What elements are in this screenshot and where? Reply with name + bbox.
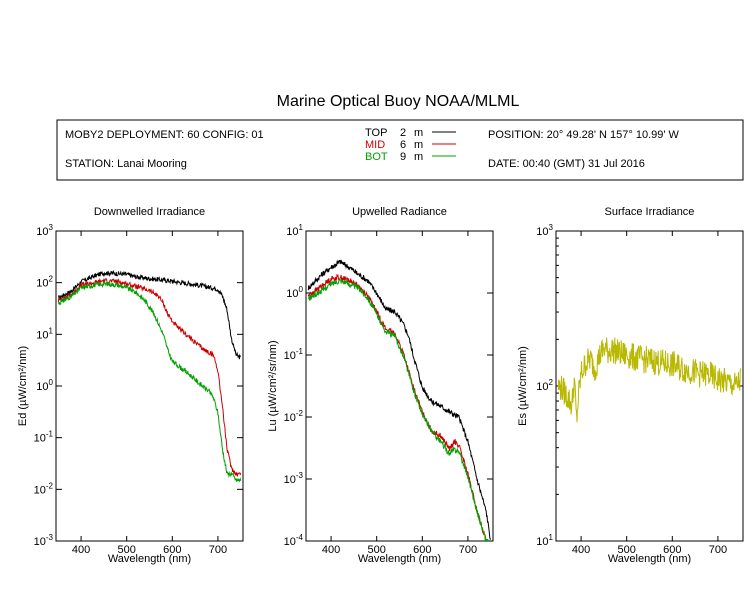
y-tick-label: 10-1	[284, 347, 304, 362]
legend-name-mid: MID	[365, 139, 385, 151]
legend-unit-bot: m	[414, 151, 423, 163]
series-line-bot	[57, 280, 242, 483]
series-line-top	[307, 259, 491, 540]
legend-depth-bot: 9	[400, 151, 406, 163]
legend-name-bot: BOT	[365, 151, 388, 163]
x-tick-label: 700	[709, 544, 727, 556]
x-axis-label: Wavelength (nm)	[358, 553, 441, 565]
y-tick-label: 102	[36, 275, 53, 290]
y-tick-label: 100	[36, 378, 53, 393]
x-axis-label: Wavelength (nm)	[608, 553, 691, 565]
legend-depth-mid: 6	[400, 139, 406, 151]
y-tick-label: 10-1	[34, 430, 54, 445]
deployment-label: MOBY2 DEPLOYMENT: 60 CONFIG: 01	[65, 129, 264, 141]
series-line-top	[57, 269, 241, 360]
y-tick-label: 103	[536, 223, 553, 238]
y-axis-label: Ed (µW/cm²/nm)	[17, 346, 29, 426]
series-line-mid	[307, 273, 487, 541]
y-tick-label: 10-3	[284, 471, 304, 486]
y-tick-label: 102	[536, 378, 553, 393]
chart-title: Surface Irradiance	[605, 206, 695, 218]
legend-depth-top: 2	[400, 127, 406, 139]
y-tick-label: 10-3	[34, 533, 54, 548]
x-tick-label: 500	[118, 544, 136, 556]
date-label: DATE: 00:40 (GMT) 31 Jul 2016	[488, 158, 645, 170]
y-axis-label: Lu (µW/cm²/sr/nm)	[267, 340, 279, 431]
legend-unit-top: m	[414, 127, 423, 139]
station-label: STATION: Lanai Mooring	[65, 158, 187, 170]
x-tick-label: 600	[163, 544, 181, 556]
chart-title: Downwelled Irradiance	[94, 206, 205, 218]
y-tick-label: 103	[36, 223, 53, 238]
panel-2: Upwelled Radiance 400 500 600 700 Wavelength …	[267, 206, 494, 565]
x-tick-label: 500	[618, 544, 636, 556]
x-tick-label: 700	[459, 544, 477, 556]
x-tick-label: 700	[209, 544, 227, 556]
x-tick-label: 400	[322, 544, 340, 556]
chart-panels: Downwelled Irradiance 400 500 600 700 Wavelen…	[17, 206, 744, 565]
y-tick-label: 101	[286, 223, 303, 238]
x-tick-label: 400	[72, 544, 90, 556]
panel-3: Surface Irradiance 400 500 600 700 Wavelength…	[517, 206, 744, 565]
y-tick-label: 101	[536, 533, 553, 548]
plot-frame	[555, 230, 744, 542]
y-axis-label: Es (µW/cm²/nm)	[517, 346, 529, 426]
chart-title: Upwelled Radiance	[352, 206, 447, 218]
figure-title: Marine Optical Buoy NOAA/MLML	[277, 93, 520, 110]
x-tick-label: 400	[572, 544, 590, 556]
x-axis-label: Wavelength (nm)	[108, 553, 191, 565]
x-tick-label: 600	[413, 544, 431, 556]
info-box: MOBY2 DEPLOYMENT: 60 CONFIG: 01 STATION:…	[56, 119, 744, 181]
y-tick-label: 100	[286, 285, 303, 300]
plot-frame	[55, 230, 244, 542]
y-tick-label: 10-2	[284, 409, 304, 424]
series-line-es	[557, 337, 742, 423]
x-tick-label: 500	[368, 544, 386, 556]
series-line-bot	[307, 279, 491, 541]
panel-1: Downwelled Irradiance 400 500 600 700 Wavelen…	[17, 206, 244, 565]
y-tick-label: 10-4	[284, 533, 304, 548]
x-tick-label: 600	[663, 544, 681, 556]
plot-frame	[305, 230, 494, 542]
depth-legend: TOP 2 m MID 6 m BOT 9 m	[365, 127, 456, 163]
y-tick-label: 101	[36, 326, 53, 341]
y-tick-label: 10-2	[34, 481, 54, 496]
position-label: POSITION: 20° 49.28' N 157° 10.99' W	[488, 129, 680, 141]
legend-name-top: TOP	[365, 127, 387, 139]
legend-unit-mid: m	[414, 139, 423, 151]
